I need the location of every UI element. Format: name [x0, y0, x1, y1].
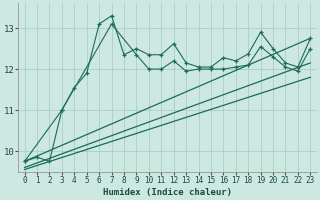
X-axis label: Humidex (Indice chaleur): Humidex (Indice chaleur) — [103, 188, 232, 197]
